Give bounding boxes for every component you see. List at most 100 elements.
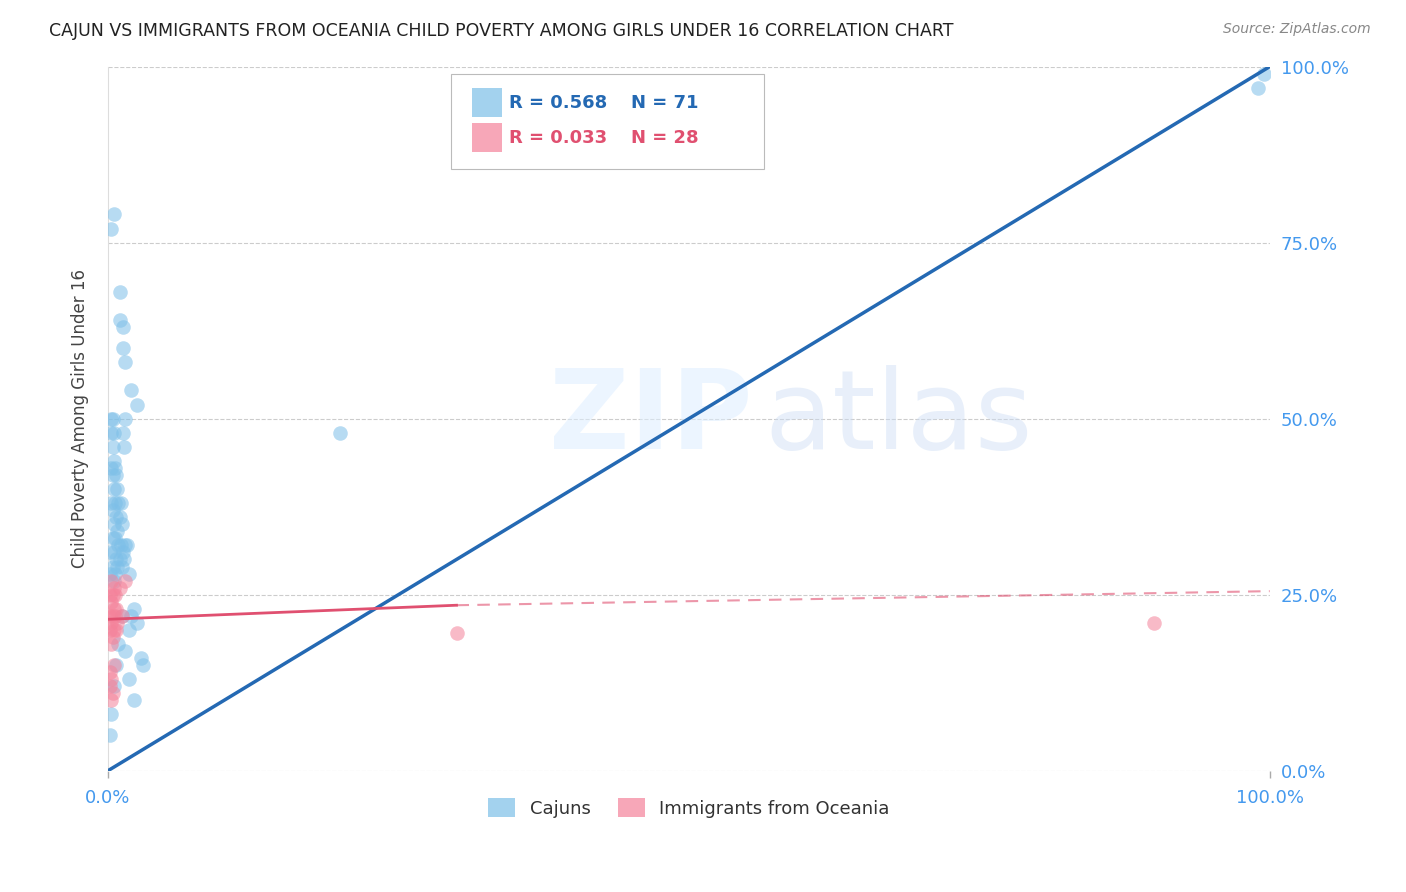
Point	[105, 623, 128, 637]
Point	[118, 623, 141, 637]
Point	[104, 461, 127, 475]
Point	[103, 425, 125, 440]
Point	[101, 532, 124, 546]
Point	[103, 623, 125, 637]
Point	[122, 693, 145, 707]
Point	[101, 608, 124, 623]
Point	[101, 440, 124, 454]
Point	[108, 313, 131, 327]
Point	[105, 524, 128, 539]
Point	[103, 581, 125, 595]
Point	[112, 341, 135, 355]
Text: atlas: atlas	[765, 365, 1033, 472]
Point	[129, 651, 152, 665]
Point	[103, 207, 125, 221]
Text: R = 0.568: R = 0.568	[509, 94, 607, 112]
Point	[1142, 615, 1164, 630]
Point	[114, 411, 136, 425]
Point	[120, 384, 142, 398]
Y-axis label: Child Poverty Among Girls Under 16: Child Poverty Among Girls Under 16	[72, 269, 89, 568]
Point	[108, 581, 131, 595]
Point	[111, 517, 134, 532]
Point	[101, 630, 124, 644]
Point	[132, 658, 155, 673]
Point	[103, 679, 125, 693]
Point	[103, 574, 125, 588]
Point	[105, 559, 128, 574]
Point	[108, 285, 131, 299]
Point	[100, 425, 122, 440]
Point	[107, 496, 129, 510]
Point	[105, 615, 128, 630]
Point	[107, 538, 129, 552]
Point	[98, 623, 121, 637]
Point	[107, 637, 129, 651]
Text: R = 0.033: R = 0.033	[509, 128, 607, 146]
Point	[114, 355, 136, 369]
Point	[105, 552, 128, 566]
Point	[108, 510, 131, 524]
FancyBboxPatch shape	[471, 87, 502, 117]
FancyBboxPatch shape	[471, 123, 502, 153]
Point	[105, 482, 128, 496]
Point	[114, 574, 136, 588]
Point	[103, 517, 125, 532]
Point	[1247, 80, 1270, 95]
Point	[110, 496, 132, 510]
Point	[1253, 67, 1275, 81]
Point	[118, 566, 141, 581]
Point	[104, 566, 127, 581]
Point	[103, 482, 125, 496]
Point	[112, 425, 135, 440]
Point	[98, 608, 121, 623]
Point	[118, 672, 141, 686]
Point	[103, 454, 125, 468]
Point	[98, 566, 121, 581]
Point	[98, 545, 121, 559]
Point	[98, 729, 121, 743]
Point	[104, 608, 127, 623]
Text: N = 28: N = 28	[631, 128, 699, 146]
Point	[100, 707, 122, 722]
Point	[111, 608, 134, 623]
Text: Source: ZipAtlas.com: Source: ZipAtlas.com	[1223, 22, 1371, 37]
Point	[101, 686, 124, 700]
Point	[98, 665, 121, 679]
Point	[120, 608, 142, 623]
Point	[101, 503, 124, 517]
Point	[100, 637, 122, 651]
Point	[122, 601, 145, 615]
Point	[112, 440, 135, 454]
Point	[101, 559, 124, 574]
Point	[105, 467, 128, 482]
Point	[112, 545, 135, 559]
Point	[103, 601, 125, 615]
Point	[103, 658, 125, 673]
Text: CAJUN VS IMMIGRANTS FROM OCEANIA CHILD POVERTY AMONG GIRLS UNDER 16 CORRELATION : CAJUN VS IMMIGRANTS FROM OCEANIA CHILD P…	[49, 22, 953, 40]
Point	[114, 644, 136, 658]
Point	[125, 398, 148, 412]
Point	[111, 608, 134, 623]
Point	[446, 626, 468, 640]
Point	[104, 532, 127, 546]
Point	[100, 574, 122, 588]
Point	[110, 538, 132, 552]
Point	[112, 552, 135, 566]
Point	[104, 588, 127, 602]
Point	[98, 588, 121, 602]
Point	[105, 658, 128, 673]
Point	[100, 461, 122, 475]
Point	[112, 320, 135, 334]
Point	[108, 552, 131, 566]
Point	[101, 588, 124, 602]
Point	[103, 545, 125, 559]
Point	[100, 693, 122, 707]
Point	[105, 601, 128, 615]
Point	[114, 538, 136, 552]
Text: ZIP: ZIP	[550, 365, 752, 472]
Point	[115, 538, 138, 552]
Point	[101, 467, 124, 482]
Point	[100, 411, 122, 425]
Text: N = 71: N = 71	[631, 94, 699, 112]
Point	[100, 615, 122, 630]
